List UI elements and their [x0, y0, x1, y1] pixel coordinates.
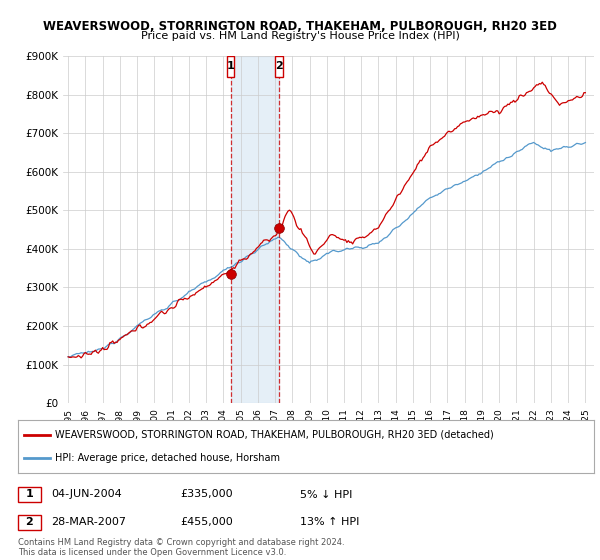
Text: HPI: Average price, detached house, Horsham: HPI: Average price, detached house, Hors… [55, 453, 280, 463]
Text: Price paid vs. HM Land Registry's House Price Index (HPI): Price paid vs. HM Land Registry's House … [140, 31, 460, 41]
Text: WEAVERSWOOD, STORRINGTON ROAD, THAKEHAM, PULBOROUGH, RH20 3ED (detached): WEAVERSWOOD, STORRINGTON ROAD, THAKEHAM,… [55, 430, 494, 440]
Text: 1: 1 [26, 489, 33, 500]
Bar [275, 56, 283, 77]
Text: 1: 1 [227, 62, 235, 72]
Bar [227, 56, 235, 77]
Text: 5% ↓ HPI: 5% ↓ HPI [300, 489, 352, 500]
Text: 13% ↑ HPI: 13% ↑ HPI [300, 517, 359, 528]
Text: 28-MAR-2007: 28-MAR-2007 [51, 517, 126, 528]
Text: £455,000: £455,000 [180, 517, 233, 528]
Text: £335,000: £335,000 [180, 489, 233, 500]
Text: WEAVERSWOOD, STORRINGTON ROAD, THAKEHAM, PULBOROUGH, RH20 3ED: WEAVERSWOOD, STORRINGTON ROAD, THAKEHAM,… [43, 20, 557, 32]
Text: Contains HM Land Registry data © Crown copyright and database right 2024.
This d: Contains HM Land Registry data © Crown c… [18, 538, 344, 557]
Text: 04-JUN-2004: 04-JUN-2004 [51, 489, 122, 500]
Text: 2: 2 [26, 517, 33, 528]
Bar [230, 56, 279, 403]
Text: 2: 2 [275, 62, 283, 72]
